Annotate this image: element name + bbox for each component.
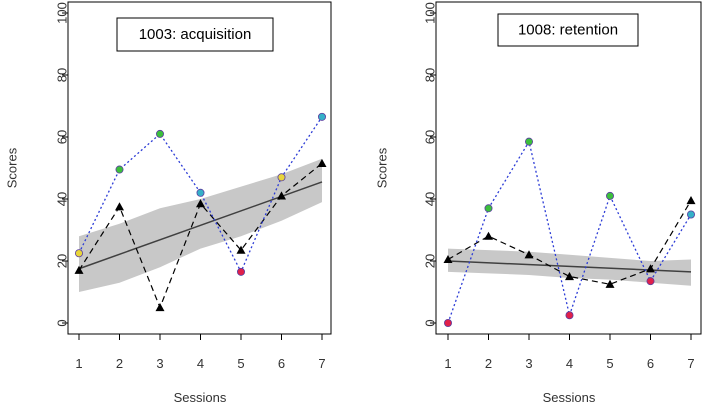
triangle-marker [74,265,84,274]
y-tick-label: 100 [423,2,438,24]
y-tick-label: 80 [55,68,70,82]
triangle-marker [686,196,696,205]
x-tick-label: 6 [647,356,654,371]
title-box [497,13,639,47]
circle-marker [484,204,493,213]
y-axis-title: Scores [5,147,20,188]
triangle-marker [443,254,453,264]
y-tick-label: 40 [55,192,70,206]
y-tick-label: 60 [423,130,438,144]
y-axis-title: Scores [375,147,390,188]
x-tick-label: 7 [318,356,325,371]
panel-retention: 0 20 40 60 80 100 1 2 3 4 5 6 7 Sessions Scores 1008: r… [375,1,702,405]
y-tick-label: 0 [55,319,70,326]
x-tick-label: 3 [156,356,163,371]
x-axis-title: Sessions [543,390,596,405]
confidence-band [448,248,691,286]
title-box [116,17,274,52]
x-tick-label: 4 [566,356,573,371]
circle-marker [646,277,655,286]
circle-marker [525,137,534,146]
circle-marker [75,249,84,258]
triangle-marker [115,202,124,211]
circle-marker [687,210,696,219]
circle-marker [236,267,245,276]
y-tick-label: 20 [55,254,70,268]
x-tick-label: 7 [687,356,694,371]
circle-marker [606,191,615,200]
triangle-marker [524,250,534,259]
triangle-marker [317,158,327,167]
circle-marker [443,318,452,327]
x-tick-label: 5 [237,356,244,371]
x-tick-label: 2 [116,356,123,371]
triangle-marker [646,264,655,273]
circle-marker [155,129,164,138]
x-tick-label: 3 [525,356,532,371]
panel-title: 1008: retention [518,22,618,39]
x-axis-title: Sessions [174,390,227,405]
triangle-marker [605,279,615,288]
x-tick-label: 1 [75,356,82,371]
triangle-marker [155,303,165,312]
triangle-marker [236,245,246,254]
panel-acquisition: 0 20 40 60 80 100 1 2 3 4 5 6 7 Sessions Scores 1003: a… [5,1,332,405]
circle-marker [565,311,574,320]
plot-frame [435,1,702,335]
triangle-marker [196,199,205,208]
plot-frame [67,1,332,335]
circle-marker [115,165,124,174]
y-tick-label: 80 [423,68,438,82]
y-tick-label: 100 [55,2,70,24]
x-tick-label: 5 [606,356,613,371]
dotted-series-line [447,139,692,324]
triangle-marker [484,231,493,240]
y-tick-label: 60 [55,130,70,144]
y-tick-label: 40 [423,192,438,206]
y-tick-label: 20 [423,254,438,268]
y-tick-label: 0 [423,319,438,326]
circle-marker [317,112,326,121]
x-tick-label: 1 [444,356,451,371]
triangle-marker [565,272,574,281]
panel-title: 1003: acquisition [139,26,252,43]
x-tick-label: 4 [197,356,204,371]
circle-marker [277,173,286,182]
x-tick-label: 6 [278,356,285,371]
x-tick-label: 2 [485,356,492,371]
triangle-marker [277,191,286,200]
circle-marker [196,188,205,197]
